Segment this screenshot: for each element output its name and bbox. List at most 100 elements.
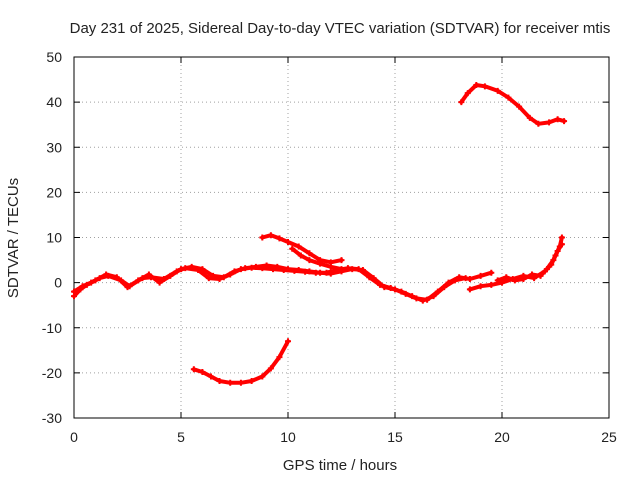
data-point xyxy=(88,279,95,286)
data-point xyxy=(259,234,266,241)
data-point xyxy=(237,379,244,386)
data-point xyxy=(473,81,480,88)
data-point xyxy=(344,265,351,272)
data-point xyxy=(248,264,255,271)
chart-title: Day 231 of 2025, Sidereal Day-to-day VTE… xyxy=(70,20,611,37)
grid xyxy=(74,57,609,418)
data-point xyxy=(366,274,373,281)
y-tick-label: 50 xyxy=(46,49,62,65)
data-point xyxy=(216,377,223,384)
x-tick-label: 5 xyxy=(177,429,185,445)
data-point xyxy=(267,232,274,239)
axis-ticks: 0 5 10 15 20 25 -30 -20 -10 0 10 20 30 40 50 xyxy=(42,49,617,445)
data-point xyxy=(267,365,274,372)
data-point xyxy=(528,271,535,278)
data-point xyxy=(71,288,77,295)
data-point xyxy=(451,277,458,284)
data-point xyxy=(190,366,197,373)
y-tick-label: 20 xyxy=(46,184,62,200)
x-tick-label: 15 xyxy=(387,429,403,445)
series-trace-main-b xyxy=(71,264,469,304)
data-point xyxy=(537,272,544,279)
y-tick-label: -20 xyxy=(42,365,62,381)
data-point xyxy=(327,263,334,270)
data-point xyxy=(441,284,448,291)
data-point xyxy=(338,266,345,273)
data-point xyxy=(554,248,561,255)
data-point xyxy=(79,283,86,290)
y-tick-label: 30 xyxy=(46,139,62,155)
data-point xyxy=(285,239,291,246)
data-point xyxy=(148,274,155,281)
data-point xyxy=(430,293,437,300)
data-point xyxy=(207,373,214,380)
x-tick-label: 0 xyxy=(70,429,78,445)
data-point xyxy=(554,116,561,123)
data-point xyxy=(355,266,362,273)
data-point xyxy=(306,250,313,257)
data-point xyxy=(462,275,469,282)
data-point xyxy=(160,276,167,283)
data-point xyxy=(289,245,296,252)
data-point xyxy=(481,83,488,90)
series-trace-right-b xyxy=(494,241,565,284)
data-point xyxy=(306,257,313,264)
data-point xyxy=(550,257,557,264)
data-point xyxy=(526,114,533,121)
data-point xyxy=(199,368,206,375)
data-point xyxy=(227,271,234,278)
data-point xyxy=(543,266,550,273)
data-point xyxy=(503,274,510,281)
series-line xyxy=(191,339,290,385)
data-series xyxy=(71,81,568,386)
data-point xyxy=(291,267,298,274)
data-point xyxy=(105,272,112,279)
data-point xyxy=(520,276,527,283)
series-line xyxy=(495,242,564,283)
data-point xyxy=(270,266,277,273)
data-point xyxy=(505,94,512,101)
data-point xyxy=(458,99,465,106)
series-line xyxy=(72,265,468,303)
data-point xyxy=(259,373,266,380)
y-tick-label: -10 xyxy=(42,320,62,336)
data-point xyxy=(494,87,501,94)
data-point xyxy=(377,281,384,288)
data-point xyxy=(464,90,471,97)
data-point xyxy=(488,281,495,288)
data-point xyxy=(558,234,565,241)
data-point xyxy=(237,266,244,273)
data-point xyxy=(195,266,202,273)
data-point xyxy=(477,272,484,279)
series-trace-bottom xyxy=(190,338,291,386)
data-point xyxy=(248,377,255,384)
data-point xyxy=(561,118,568,125)
data-point xyxy=(126,283,133,290)
data-point xyxy=(511,277,518,284)
data-point xyxy=(280,266,287,273)
data-point xyxy=(419,297,426,304)
series-trace-upper-mid-b xyxy=(289,245,345,273)
y-tick-label: 0 xyxy=(54,275,62,291)
data-point xyxy=(477,283,484,290)
data-point xyxy=(494,277,501,284)
data-point xyxy=(312,269,319,276)
y-tick-label: 10 xyxy=(46,230,62,246)
data-point xyxy=(558,241,565,248)
data-point xyxy=(387,285,394,292)
y-axis-label: SDTVAR / TECUs xyxy=(5,178,22,298)
series-trace-upper-mid xyxy=(259,232,345,266)
data-point xyxy=(516,103,523,110)
data-point xyxy=(409,293,416,300)
data-point xyxy=(466,286,473,293)
data-point xyxy=(276,235,283,242)
x-tick-label: 10 xyxy=(280,429,296,445)
data-point xyxy=(546,119,553,126)
x-tick-label: 25 xyxy=(601,429,617,445)
data-point xyxy=(276,354,283,361)
data-point xyxy=(488,269,495,276)
data-point xyxy=(205,275,212,282)
x-tick-label: 20 xyxy=(494,429,510,445)
data-point xyxy=(297,252,304,259)
